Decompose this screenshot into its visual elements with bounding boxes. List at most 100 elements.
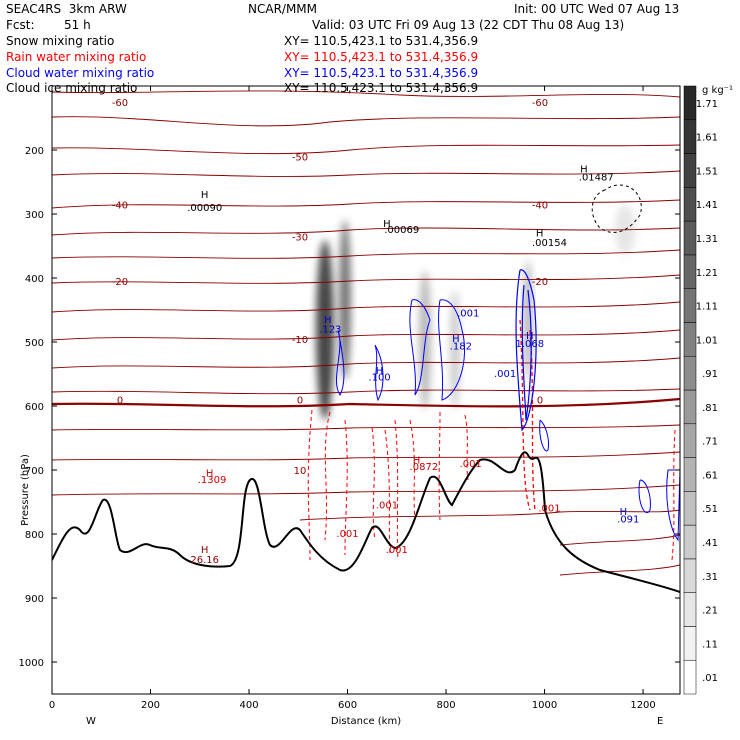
rain-contour-line bbox=[438, 411, 441, 521]
contour-max-label: 26.16 bbox=[190, 555, 219, 566]
axis-ticks: 0 200 400 600 800 1000 12002003004005006007008… bbox=[19, 86, 680, 711]
legend-cloudwater-name: Cloud water mixing ratio bbox=[6, 66, 155, 80]
cloud-water-contour bbox=[515, 269, 537, 432]
contour-max-label: .001 bbox=[494, 369, 516, 380]
legend-cloudwater-xy: XY= 110.5,423.1 to 531.4,356.9 bbox=[284, 66, 479, 80]
snow-plume-4 bbox=[450, 290, 460, 410]
contour-max-label: H bbox=[580, 164, 588, 175]
rain-contour-line bbox=[519, 319, 531, 511]
contour-max-label: H bbox=[413, 456, 421, 467]
colorbar-swatch bbox=[683, 423, 697, 458]
colorbar-swatch bbox=[683, 220, 697, 256]
x-tick-label: 200 bbox=[141, 700, 160, 711]
cloud-water-contour bbox=[666, 469, 680, 542]
rain-contour-line bbox=[394, 419, 399, 561]
contour-max-label: .001 bbox=[460, 459, 482, 470]
temp-contour-label: -60 bbox=[532, 98, 548, 109]
temp-contour-label: 0 bbox=[537, 396, 543, 407]
colorbar-label: 1.21 bbox=[696, 268, 718, 279]
valid-time: Valid: 03 UTC Fri 09 Aug 13 (22 CDT Thu … bbox=[312, 18, 625, 32]
contour-max-label: .1309 bbox=[198, 475, 227, 486]
contour-max-label: .0872 bbox=[410, 462, 439, 473]
colorbar-swatch bbox=[683, 389, 697, 425]
x-tick-label: 600 bbox=[338, 700, 357, 711]
temp-contour-label: 0 bbox=[297, 396, 303, 407]
legend-rain-name: Rain water mixing ratio bbox=[6, 50, 147, 64]
temp-contour-label: -60 bbox=[112, 98, 128, 109]
temp-contour-line bbox=[52, 357, 680, 369]
cloud-water-contour bbox=[638, 479, 651, 513]
colorbar: .01 .11 .21 .31 .41 .51 .61 .71 .81 .91 1.01 1.11 1.… bbox=[683, 85, 718, 695]
colorbar-swatch bbox=[683, 187, 697, 222]
temperature-contours bbox=[52, 90, 680, 576]
temp-contour-line bbox=[52, 424, 680, 431]
rain-contour-line bbox=[344, 419, 348, 556]
temp-contour-zero bbox=[52, 397, 680, 408]
rain-contour-line bbox=[464, 414, 469, 481]
contour-max-label: H bbox=[201, 545, 209, 556]
contour-max-label: .001 bbox=[376, 500, 398, 511]
y-tick-label: 800 bbox=[25, 530, 44, 541]
y-tick-label: 600 bbox=[25, 402, 44, 413]
x-axis-title: Distance (km) bbox=[331, 716, 401, 727]
temp-contour-line bbox=[559, 534, 680, 546]
temp-contour-line bbox=[52, 90, 680, 98]
colorbar-swatch bbox=[683, 288, 697, 323]
model-name: SEAC4RS 3km ARW bbox=[6, 2, 127, 16]
colorbar-swatch bbox=[683, 491, 697, 526]
y-tick-label: 200 bbox=[25, 146, 44, 157]
fcst-label: Fcst: bbox=[6, 18, 35, 32]
colorbar-label: .41 bbox=[702, 538, 718, 549]
y-tick-label: 400 bbox=[25, 274, 44, 285]
contour-max-label: H bbox=[201, 190, 209, 201]
fcst-value: 51 h bbox=[64, 18, 91, 32]
x-tick-label: 800 bbox=[436, 700, 455, 711]
colorbar-label: 1.61 bbox=[696, 133, 718, 144]
snow-plume-3 bbox=[419, 270, 431, 410]
temp-contour-label: 10 bbox=[294, 466, 307, 477]
colorbar-swatch bbox=[683, 85, 697, 121]
colorbar-swatch bbox=[683, 592, 697, 627]
colorbar-label: .61 bbox=[702, 470, 718, 481]
contour-max-label: H bbox=[206, 468, 214, 479]
contour-max-label: .001 bbox=[538, 504, 560, 515]
colorbar-swatch bbox=[683, 626, 697, 661]
y-tick-label: 300 bbox=[25, 210, 44, 221]
init-time: Init: 00 UTC Wed 07 Aug 13 bbox=[514, 2, 680, 16]
temp-contour-line bbox=[52, 199, 680, 209]
colorbar-swatch bbox=[683, 119, 697, 154]
colorbar-label: .81 bbox=[702, 403, 718, 414]
temp-contour-line bbox=[52, 227, 680, 236]
cloud-ice-contours bbox=[591, 184, 642, 233]
x-tick-label: 1200 bbox=[630, 700, 655, 711]
contour-labels: -60 -60 -50 -40 -40 -30 -20 -20 -10 0 0 0 10 bbox=[112, 98, 548, 477]
legend-rain-xy: XY= 110.5,423.1 to 531.4,356.9 bbox=[284, 50, 479, 64]
colorbar-swatch bbox=[683, 659, 697, 695]
x-tick-label: 1000 bbox=[532, 700, 557, 711]
cloud-water-contour bbox=[539, 419, 549, 452]
colorbar-swatch bbox=[683, 254, 697, 289]
snow-plume-5 bbox=[524, 260, 532, 380]
colorbar-swatch bbox=[683, 153, 697, 188]
legend-snow-name: Snow mixing ratio bbox=[6, 34, 115, 48]
y-tick-label: 900 bbox=[25, 594, 44, 605]
temp-contour-label: -30 bbox=[292, 232, 308, 243]
colorbar-label: .51 bbox=[702, 504, 718, 515]
cloud-water-contour bbox=[374, 344, 384, 402]
temp-contour-label: -10 bbox=[292, 335, 308, 346]
plot-frame bbox=[51, 85, 681, 695]
contour-max-label: .182 bbox=[450, 342, 472, 353]
snow-shading bbox=[316, 205, 635, 420]
temp-contour-line bbox=[52, 451, 680, 461]
temp-contour-label: -20 bbox=[532, 277, 548, 288]
snow-plume-1 bbox=[316, 240, 334, 420]
contour-annotations: H.1309H.0872.001.001.001.001.001H.00090H… bbox=[187, 164, 639, 565]
colorbar-label: 1.31 bbox=[696, 234, 718, 245]
contour-max-label: 1.068 bbox=[515, 339, 544, 350]
contour-max-label: H bbox=[376, 366, 384, 377]
colorbar-label: .71 bbox=[702, 437, 718, 448]
temp-contour-label: -40 bbox=[112, 200, 128, 211]
x-tick-label: 400 bbox=[239, 700, 258, 711]
cloud-water-contour bbox=[409, 299, 431, 396]
